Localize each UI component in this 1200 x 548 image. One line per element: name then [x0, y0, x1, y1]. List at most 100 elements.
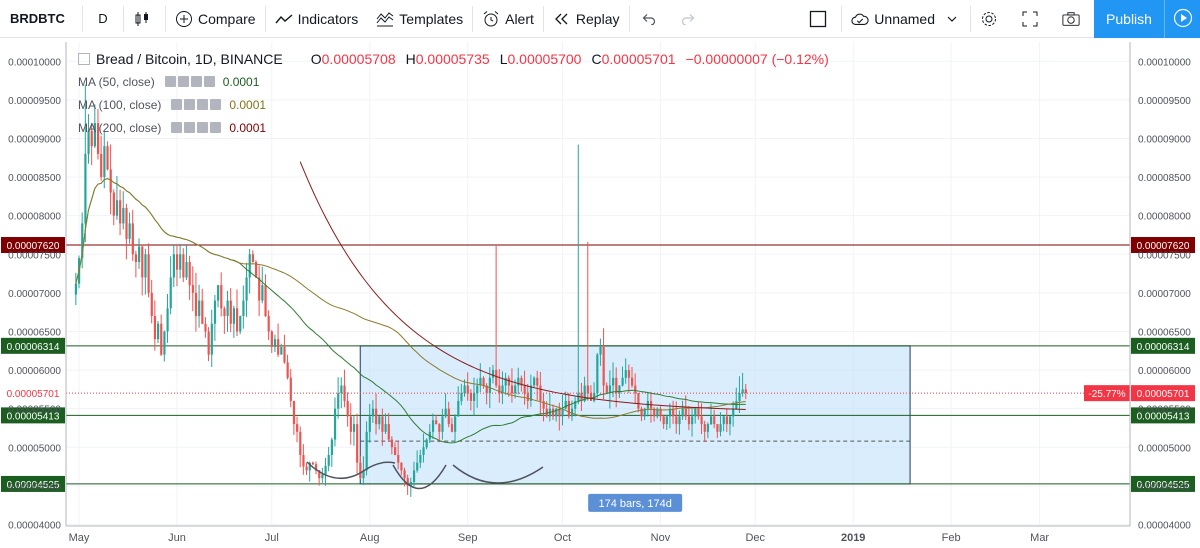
fullscreen-toggle[interactable] — [800, 0, 841, 38]
candle-body — [185, 262, 188, 278]
candle-body — [732, 408, 735, 417]
candle-body — [261, 285, 264, 301]
indicators-button[interactable]: Indicators — [266, 0, 368, 38]
candle-body — [175, 254, 179, 270]
change-badge — [1084, 385, 1130, 402]
candle-body — [602, 346, 605, 386]
publish-menu-button[interactable] — [1164, 0, 1200, 38]
ma50-controls[interactable] — [164, 76, 217, 87]
candle-body — [327, 454, 330, 466]
ma50-value: 0.0001 — [222, 74, 260, 89]
candle-body — [169, 277, 172, 309]
settings-button[interactable] — [971, 0, 1012, 38]
undo-button[interactable] — [630, 0, 671, 38]
publish-button[interactable]: Publish — [1094, 0, 1164, 38]
y-tick-label-right: 0.00009500 — [1138, 96, 1191, 107]
level-label-box-left — [1, 237, 65, 254]
collapse-toggle-icon[interactable] — [78, 52, 90, 65]
candle-body — [567, 400, 570, 417]
candle-body — [204, 323, 207, 332]
candle-body — [450, 424, 454, 432]
toolbar-divider — [472, 5, 474, 32]
y-tick-label-left: 0.00010000 — [8, 57, 61, 68]
range-label: 174 bars, 174d — [598, 498, 671, 510]
fullscreen-button[interactable] — [1012, 0, 1053, 38]
candle-body — [526, 393, 529, 401]
candle-body — [608, 385, 612, 394]
replay-button[interactable]: Replay — [544, 0, 629, 38]
snapshot-button[interactable] — [1053, 0, 1094, 38]
candle-body — [412, 470, 416, 482]
candle-body — [517, 377, 520, 386]
candle-body — [163, 331, 166, 355]
x-tick-label: 2019 — [841, 532, 865, 544]
compare-label: Compare — [198, 10, 256, 27]
compare-button[interactable]: Compare — [166, 0, 265, 38]
ma200-controls[interactable] — [171, 122, 223, 133]
y-tick-label-right: 0.00004000 — [1138, 520, 1191, 531]
candle-body — [545, 408, 548, 417]
candle-body — [356, 424, 359, 463]
candle-body — [520, 377, 523, 386]
interval-button[interactable]: D — [98, 11, 108, 26]
candle-body — [441, 416, 444, 432]
candle-body — [662, 416, 665, 425]
candle-body — [239, 316, 242, 332]
candle-body — [728, 416, 732, 425]
candle-body — [226, 300, 229, 317]
ohlc-close: C0.00005701 — [591, 51, 675, 67]
candle-body — [337, 393, 340, 409]
last-price-label-right: 0.00005701 — [1137, 389, 1190, 400]
axes — [65, 42, 1131, 527]
series-title[interactable]: Bread / Bitcoin, 1D, BINANCE — [96, 50, 283, 67]
candle-body — [245, 277, 248, 301]
candle-body — [668, 408, 672, 417]
price-change: −0.00000007 (−0.12%) — [685, 50, 829, 67]
layout-menu-button[interactable]: Unnamed — [842, 0, 970, 38]
y-tick-label-left: 0.00008500 — [8, 173, 61, 184]
candle-body — [333, 408, 337, 440]
candle-body — [106, 146, 109, 170]
ma50-label[interactable]: MA (50, close) — [78, 74, 155, 89]
chart-area[interactable]: 174 bars, 174d 0.00007620 0.00007620 0.000… — [0, 38, 1200, 548]
ma100-label[interactable]: MA (100, close) — [78, 97, 162, 112]
toolbar-divider — [165, 5, 166, 32]
toolbar-divider — [123, 5, 124, 32]
candle-body — [615, 377, 618, 394]
candle-body — [422, 447, 425, 455]
replay-label: Replay — [575, 10, 620, 27]
candle-body — [640, 408, 643, 417]
ma100-controls[interactable] — [171, 99, 223, 110]
alert-button[interactable]: Alert — [473, 0, 543, 38]
redo-button[interactable] — [671, 0, 712, 38]
candle-body — [286, 362, 289, 378]
y-tick-label-left: 0.00004500 — [8, 482, 61, 493]
level-label-right: 0.00004525 — [1137, 480, 1190, 491]
candle-body — [529, 385, 533, 401]
chart-type-button[interactable] — [124, 0, 165, 38]
price-chart[interactable]: 174 bars, 174d 0.00007620 0.000076200.000… — [0, 38, 1200, 548]
ma200-label[interactable]: MA (200, close) — [78, 120, 162, 135]
date-price-range: 174 bars, 174d — [359, 345, 911, 512]
candle-body — [166, 308, 169, 332]
templates-button[interactable]: Templates — [367, 0, 472, 38]
symbol-search-button[interactable]: BRDBTC — [10, 11, 65, 26]
y-tick-label-left: 0.00005000 — [8, 443, 61, 454]
level-label-left: 0.00004525 — [7, 480, 60, 491]
candle-body — [589, 393, 593, 401]
y-tick-label-right: 0.00005000 — [1138, 443, 1191, 454]
candle-body — [365, 431, 368, 471]
play-circle-icon — [1173, 8, 1193, 31]
candle-body — [299, 431, 302, 455]
ohlc-open: O0.00005708 — [311, 51, 396, 67]
candle-body — [198, 300, 201, 317]
candle-body — [349, 416, 352, 432]
high-value: 0.00005735 — [415, 50, 490, 67]
candle-body — [128, 223, 131, 239]
candle-body — [435, 420, 438, 425]
candle-body — [438, 424, 441, 432]
candle-body — [425, 439, 428, 448]
candle-body — [457, 400, 460, 417]
candle-body — [270, 331, 273, 347]
candle-body — [144, 254, 147, 278]
